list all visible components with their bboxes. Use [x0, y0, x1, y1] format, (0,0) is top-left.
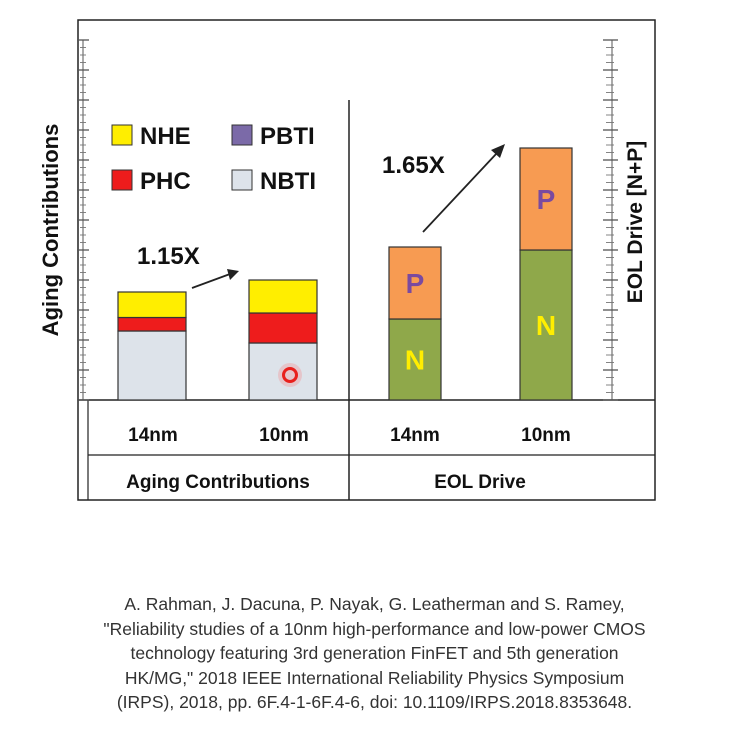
annotation-ratio: 1.15X	[137, 243, 200, 270]
caption-line: A. Rahman, J. Dacuna, P. Nayak, G. Leath…	[124, 594, 625, 614]
plot-border	[77, 19, 656, 501]
panel-title: Aging Contributions	[126, 472, 310, 493]
annotation-arrow	[422, 152, 498, 233]
legend-label: PBTI	[260, 123, 315, 150]
bar-segment-label: N	[405, 345, 425, 376]
legend-swatch-phc	[111, 169, 133, 191]
cursor-marker	[278, 363, 302, 387]
annotation-arrow	[191, 273, 231, 289]
panel-title: EOL Drive	[434, 472, 526, 493]
bar-segment-nhe	[248, 279, 318, 314]
legend: NHE PBTI PHC NBTI	[111, 123, 316, 195]
category-label: 14nm	[128, 425, 178, 446]
y-axis-label-left: Aging Contributions	[38, 124, 63, 337]
bars-layer: N P N P	[117, 147, 573, 401]
chart-text: 1.15X 1.65X 14nm 10nm 14nm 10nm Aging Contribu…	[38, 124, 647, 493]
annotation-arrowhead	[491, 144, 505, 158]
caption-line: (IRPS), 2018, pp. 6F.4-1-6F.4-6, doi: 10…	[116, 692, 633, 712]
annotation-ratio: 1.65X	[382, 152, 445, 179]
caption-line: HK/MG," 2018 IEEE International Reliabil…	[124, 667, 625, 688]
bar-segment-phc	[248, 312, 318, 344]
legend-label: PHC	[140, 168, 191, 195]
bar-segment-label: P	[406, 268, 425, 299]
bar-segment-n	[519, 249, 573, 401]
legend-label: NHE	[140, 123, 191, 150]
bar-segment-phc	[117, 316, 187, 332]
bar-segment-p	[388, 246, 442, 320]
bar-segment-p	[519, 147, 573, 251]
citation-caption: A. Rahman, J. Dacuna, P. Nayak, G. Leath…	[10, 592, 739, 715]
caption-line: technology featuring 3rd generation FinF…	[130, 643, 619, 663]
bar-segment-label: P	[537, 184, 556, 215]
legend-swatch-nhe	[111, 124, 133, 146]
y-axis-label-right: EOL Drive [N+P]	[624, 141, 647, 303]
caption-line: "Reliability studies of a 10nm high-perf…	[103, 618, 646, 639]
legend-swatch-nbti	[231, 169, 253, 191]
category-label: 10nm	[259, 425, 309, 446]
bar-segment-label: N	[536, 310, 556, 341]
category-label: 10nm	[521, 425, 571, 446]
legend-swatch-pbti	[231, 124, 253, 146]
bar-segment-nhe	[117, 291, 187, 319]
chart: N P N P NHE PBTI PHC NBTI 1.15X 1.65X 14nm 10nm 14…	[38, 19, 656, 501]
category-label: 14nm	[390, 425, 440, 446]
annotation-arrowhead	[227, 269, 239, 280]
legend-label: NBTI	[260, 168, 316, 195]
bar-segment-nbti	[117, 330, 187, 401]
